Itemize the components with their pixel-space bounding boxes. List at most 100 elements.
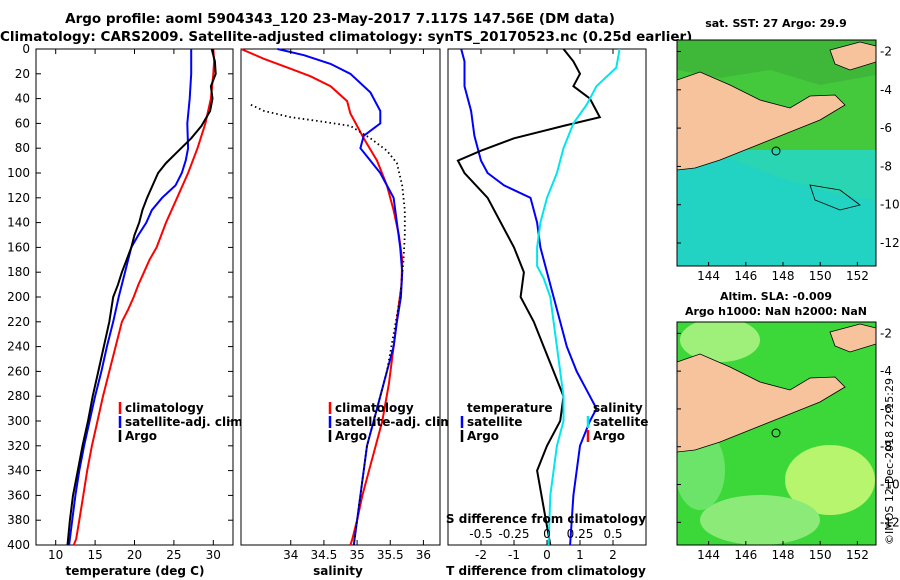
depth-tick-label: 200: [7, 290, 30, 304]
x-tick-label: 10: [48, 548, 63, 562]
sst-land-png: [677, 71, 846, 171]
sst-map: sat. SST: 27 Argo: 29.9 144 146 148 150 152 …: [676, 17, 900, 283]
depth-tick-label: 320: [7, 439, 30, 453]
map-lat-label: -2: [880, 326, 892, 340]
sst-reef-outline: [809, 184, 861, 211]
sla-anomaly-3: [700, 495, 820, 545]
differences-line-salinity-satellite: [536, 48, 621, 546]
map-lon-label: 146: [734, 269, 757, 283]
map-lon-label: 148: [772, 269, 795, 283]
x-tick-label: 15: [87, 548, 102, 562]
temperature-x-ticks: 10 15 20 25 30: [48, 49, 221, 562]
x-tick-label: 1: [576, 548, 584, 562]
salinity-legend: climatology satellite-adj. clim. Argo: [328, 401, 457, 443]
sla-land-new-ireland: [829, 323, 876, 353]
legend-temperature-heading: temperature: [467, 401, 552, 415]
temperature-xlabel: temperature (deg C): [66, 564, 205, 578]
salinity-line-satellite: [277, 48, 404, 546]
s-legend-argo: Argo: [335, 429, 367, 443]
sst-map-x-ticks: 144 146 148 150 152: [697, 262, 869, 283]
depth-tick-label: 160: [7, 240, 30, 254]
temperature-series: [66, 48, 217, 546]
x-tick-label: -2: [475, 548, 487, 562]
difference-series: [456, 48, 621, 546]
x-tick-label: -1: [508, 548, 520, 562]
depth-tick-label: 240: [7, 340, 30, 354]
map-lat-label: -4: [880, 364, 892, 378]
legend-s-argo: Argo: [593, 429, 625, 443]
s-legend-satellite: satellite-adj. clim.: [335, 415, 457, 429]
sst-land-new-ireland: [829, 41, 876, 71]
x-tick-label: 35: [349, 548, 364, 562]
x-tick-label: 36: [416, 548, 431, 562]
sla-map-y-ticks: -2 -4 -6 -8 -10 -12: [677, 326, 900, 529]
map-lon-label: 152: [846, 548, 869, 562]
map-lat-label: -4: [880, 83, 892, 97]
sst-coastal-band: [677, 150, 876, 266]
sla-map: Altim. SLA: -0.009 Argo h1000: NaN h2000…: [676, 290, 900, 562]
salinity-x-ticks: 34 34.5 35 35.5 36: [283, 49, 431, 562]
x-tick-label: 25: [166, 548, 181, 562]
legend-satellite: satellite-adj. clim.: [125, 415, 247, 429]
differences-line-temperature-satellite: [460, 48, 598, 546]
s-diff-tick-label: 0.5: [603, 527, 622, 541]
temperature-line-climatology: [72, 48, 216, 546]
map-lon-label: 150: [809, 269, 832, 283]
depth-tick-label: 280: [7, 389, 30, 403]
copyright-stamp: ©IMOS 12-Dec-2018 22:15:29: [883, 378, 896, 545]
x-tick-label: 20: [127, 548, 142, 562]
map-lat-label: -6: [880, 402, 892, 416]
depth-tick-label: 80: [15, 141, 30, 155]
temperature-panel: 10 15 20 25 30 02040608010012014016018020022…: [7, 42, 646, 578]
map-lat-label: -8: [880, 440, 892, 454]
salinity-plot-frame: [240, 48, 441, 546]
legend-t-satellite: satellite: [467, 415, 522, 429]
difference-x-ticks: -2 -1 0 1 2: [475, 49, 617, 562]
legend-s-satellite: satellite: [593, 415, 648, 429]
difference-legend-right: salinity satellite Argo: [586, 401, 648, 443]
map-lat-label: -8: [880, 159, 892, 173]
sla-map-title: Altim. SLA: -0.009: [720, 290, 832, 303]
map-lon-label: 144: [697, 269, 720, 283]
depth-tick-label: 140: [7, 216, 30, 230]
temperature-legend: climatology satellite-adj. clim. Argo: [118, 401, 247, 443]
x-tick-label: 30: [206, 548, 221, 562]
x-tick-label: 34: [283, 548, 298, 562]
x-tick-label: 0: [543, 548, 551, 562]
depth-tick-label: 340: [7, 464, 30, 478]
map-lon-label: 146: [734, 548, 757, 562]
sla-map-frame: [676, 321, 877, 546]
x-tick-label: 34.5: [311, 548, 338, 562]
map-lon-label: 150: [809, 548, 832, 562]
salinity-xlabel: salinity: [313, 564, 363, 578]
map-lat-label: -10: [880, 198, 900, 212]
sla-argo-position-marker: [771, 428, 781, 438]
s-diff-tick-label: -0.25: [498, 527, 529, 541]
sla-anomaly-1: [680, 322, 760, 362]
depth-tick-label: 20: [15, 67, 30, 81]
depth-tick-label: 260: [7, 364, 30, 378]
sla-anomaly-2: [785, 445, 875, 515]
title-line-2: Climatology: CARS2009. Satellite-adjuste…: [0, 29, 693, 45]
title-line-1: Argo profile: aoml 5904343_120 23-May-20…: [65, 11, 615, 27]
x-tick-label: 2: [609, 548, 617, 562]
legend-t-argo: Argo: [467, 429, 499, 443]
difference-plot-frame: [447, 48, 647, 546]
sst-map-title: sat. SST: 27 Argo: 29.9: [705, 17, 847, 30]
sst-map-frame: [676, 39, 877, 267]
sst-map-y-ticks: -2 -4 -6 -8 -10 -12: [677, 44, 900, 250]
depth-tick-label: 120: [7, 191, 30, 205]
s-legend-climatology: climatology: [335, 401, 414, 415]
map-lat-label: -6: [880, 121, 892, 135]
salinity-series: [240, 48, 406, 546]
sst-map-image: [677, 40, 876, 266]
salinity-panel: 34 34.5 35 35.5 36 salinity climatology sate…: [240, 48, 457, 578]
legend-argo: Argo: [125, 429, 157, 443]
salinity-line-argo: [250, 103, 406, 546]
legend-salinity-heading: salinity: [593, 401, 643, 415]
map-lat-label: -10: [880, 478, 900, 492]
temperature-line-argo: [66, 48, 217, 546]
s-difference-label: S difference from climatology: [446, 512, 646, 526]
s-diff-tick-label: 0: [543, 527, 551, 541]
map-lat-label: -12: [880, 515, 900, 529]
